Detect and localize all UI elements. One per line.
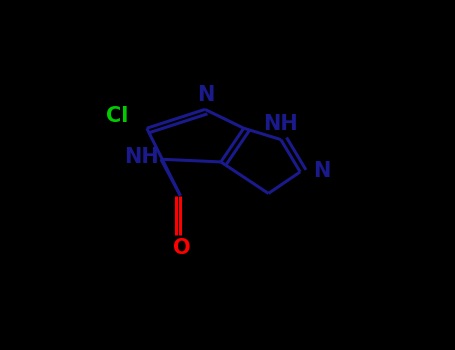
Text: NH: NH: [124, 147, 159, 167]
Text: O: O: [173, 238, 191, 258]
Text: N: N: [313, 161, 330, 181]
Text: N: N: [197, 85, 214, 105]
Text: NH: NH: [263, 114, 298, 134]
Text: Cl: Cl: [106, 106, 128, 126]
